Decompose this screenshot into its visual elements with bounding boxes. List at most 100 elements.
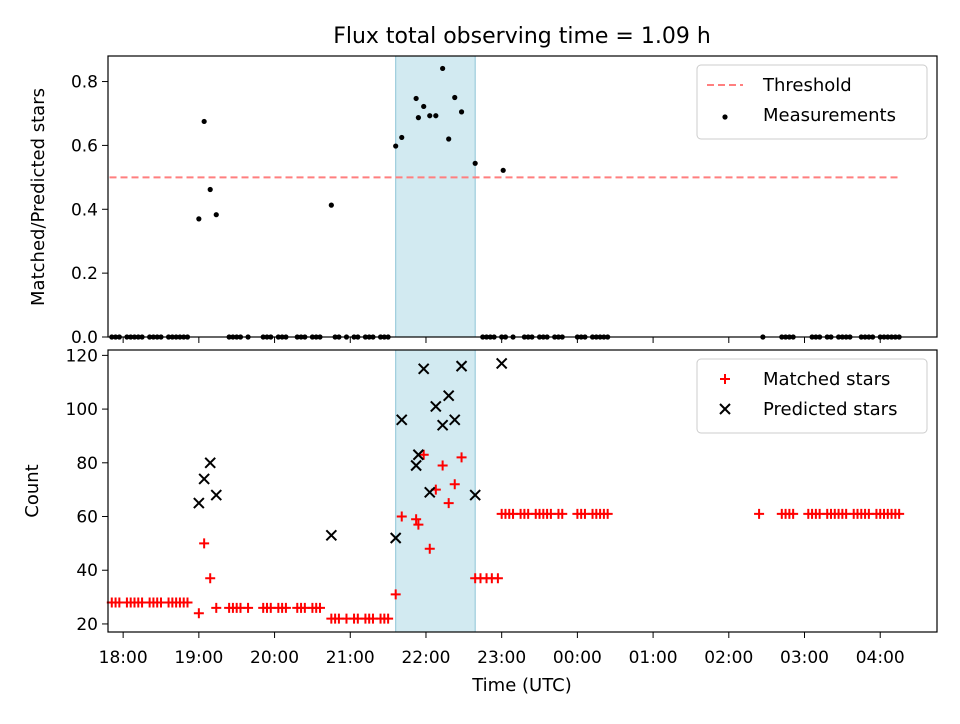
x-tick-label: 01:00 (629, 648, 678, 668)
legend: Threshold Measurements (696, 64, 928, 140)
y-tick-label: 80 (76, 454, 98, 474)
legend: Matched stars Predicted stars (696, 358, 928, 434)
data-point (193, 608, 204, 619)
data-point (894, 508, 905, 519)
data-point (557, 508, 568, 519)
data-point (430, 400, 442, 413)
series-predicted-stars (193, 357, 508, 544)
legend-label: Predicted stars (763, 399, 897, 420)
data-point (436, 419, 449, 431)
data-point (417, 363, 430, 375)
y-tick-label: 120 (66, 346, 98, 366)
data-point (393, 143, 399, 149)
data-point (411, 514, 422, 525)
y-tick-label: 0.8 (71, 73, 98, 93)
data-point (205, 573, 216, 584)
chart-title: Flux total observing time = 1.09 h (333, 24, 711, 49)
data-point (424, 486, 436, 499)
data-point (433, 113, 439, 119)
data-point (207, 186, 213, 193)
data-point (442, 389, 455, 402)
x-tick-label: 21:00 (326, 648, 375, 668)
data-point (213, 212, 219, 218)
x-tick-label: 19:00 (174, 648, 223, 668)
data-point (383, 613, 394, 624)
legend-label: Threshold (762, 75, 852, 96)
data-point (410, 459, 422, 472)
y-tick-label: 0.2 (71, 264, 98, 284)
y-tick-label: 0.6 (71, 136, 98, 156)
data-point (421, 103, 427, 110)
data-point (325, 529, 338, 542)
data-point (427, 113, 433, 119)
data-point (211, 602, 222, 613)
x-tick-label: 23:00 (477, 648, 526, 668)
x-tick-label: 22:00 (401, 648, 450, 668)
data-point (389, 532, 402, 544)
top-y-axis-label: Matched/Predicted stars (28, 88, 49, 306)
legend-label: Measurements (763, 105, 896, 126)
data-point (500, 167, 506, 173)
x-tick-label: 00:00 (553, 648, 602, 668)
data-point (198, 473, 210, 485)
y-tick-label: 60 (76, 508, 98, 528)
data-point (449, 414, 461, 426)
panel-1: 20 40 60 80 100 120 18:00 19:00 20:00 21:00 22:00 2… (66, 346, 938, 668)
legend-key (719, 403, 731, 415)
data-point (413, 519, 424, 530)
data-point (193, 497, 205, 509)
legend-label: Matched stars (763, 369, 890, 390)
data-point (413, 95, 419, 102)
data-point (754, 508, 765, 519)
data-point (472, 160, 478, 166)
data-point (328, 202, 334, 208)
data-point (182, 597, 193, 608)
legend-key (722, 114, 728, 120)
data-point (210, 489, 222, 501)
x-tick-label: 18:00 (99, 648, 148, 668)
y-tick-label: 20 (76, 615, 98, 635)
data-point (396, 511, 407, 522)
y-tick-label: 40 (76, 561, 98, 581)
data-point (452, 94, 458, 101)
legend-box (696, 64, 928, 140)
data-point (458, 109, 465, 115)
x-tick-label: 02:00 (704, 648, 753, 668)
x-tick-label: 03:00 (780, 648, 829, 668)
data-point (455, 360, 468, 372)
bottom-y-axis-label: Count (22, 464, 43, 517)
data-point (602, 508, 613, 519)
series-matched-stars (106, 449, 905, 624)
y-tick-label: 0.0 (71, 328, 98, 348)
legend-box (696, 358, 928, 434)
data-point (446, 136, 452, 142)
data-point (280, 602, 291, 613)
x-tick-label: 04:00 (856, 648, 905, 668)
data-point (314, 602, 325, 613)
data-point (443, 498, 454, 509)
data-point (424, 543, 435, 554)
y-tick-label: 100 (66, 400, 98, 420)
data-point (199, 538, 210, 549)
data-point (415, 115, 422, 121)
y-tick-label: 0.4 (71, 200, 98, 220)
data-point (204, 457, 216, 469)
data-point (437, 460, 448, 471)
data-point (196, 216, 202, 222)
data-point (390, 589, 401, 600)
data-point (243, 602, 254, 613)
data-point (492, 573, 503, 584)
data-point (449, 479, 460, 490)
panel-0: 0.0 0.2 0.4 0.6 0.8 Threshold Measurements (71, 55, 938, 348)
data-point (440, 65, 446, 72)
data-point (201, 118, 207, 125)
x-tick-label: 20:00 (250, 648, 299, 668)
legend-key (720, 374, 730, 384)
data-point (418, 449, 429, 460)
data-point (495, 357, 508, 370)
x-axis-label: Time (UTC) (471, 675, 572, 696)
data-point (456, 452, 467, 463)
axes-frame (107, 55, 938, 338)
axes-frame (107, 349, 938, 633)
